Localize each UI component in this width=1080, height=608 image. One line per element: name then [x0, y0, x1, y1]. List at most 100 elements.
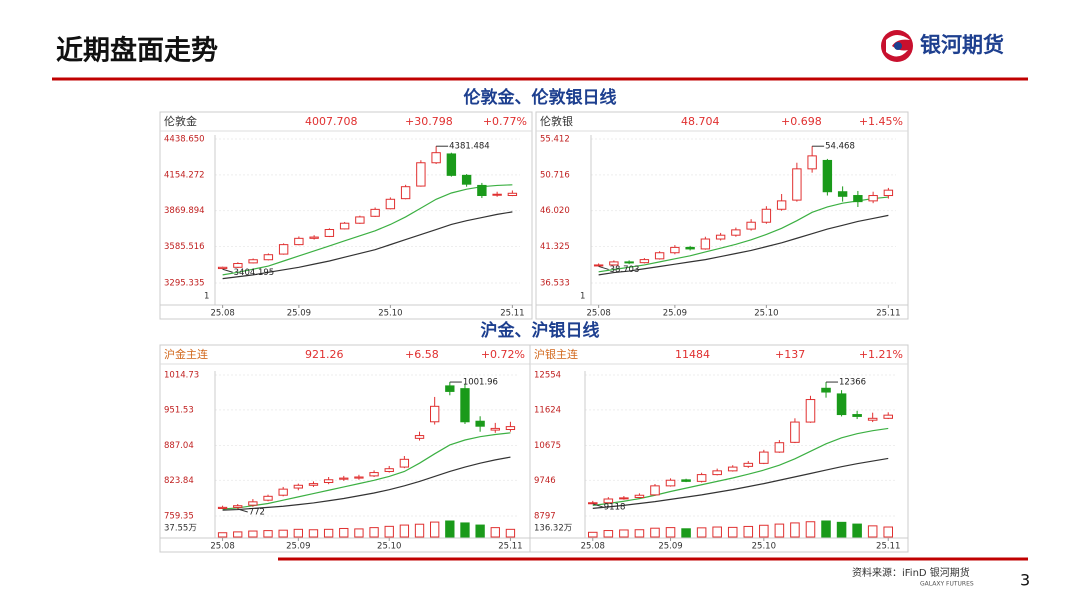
- candle-body: [681, 479, 691, 482]
- min-annotation: 38.703: [610, 265, 640, 275]
- moving-average: [598, 196, 889, 273]
- candle-body: [836, 393, 847, 416]
- volume-bar: [354, 528, 364, 538]
- volume-bar: [505, 528, 516, 538]
- panel-header: 沪银主连: [534, 347, 578, 361]
- y-tick-label: 823.84: [164, 476, 194, 486]
- max-annotation: 12366: [839, 378, 866, 388]
- candle-body: [294, 237, 304, 246]
- x-tick-label: 25.11: [500, 309, 524, 319]
- y-tick-label: 50.716: [540, 170, 570, 180]
- volume-bar: [634, 529, 645, 538]
- volume-bar: [665, 527, 676, 538]
- moving-average: [592, 427, 889, 506]
- candle-body: [670, 246, 680, 254]
- candle-body: [278, 244, 289, 255]
- volume-label: 37.55万: [164, 524, 197, 534]
- volume-bar: [248, 530, 258, 538]
- panel-header: 伦敦金: [164, 114, 197, 128]
- y-tick-label: 41.325: [540, 242, 570, 252]
- candle-body: [430, 405, 440, 423]
- y-tick-label: 1014.73: [164, 371, 199, 381]
- logo-icon: [881, 30, 913, 62]
- x-tick-label: 25.09: [658, 542, 682, 552]
- candle-body: [323, 479, 334, 484]
- candle-body: [355, 216, 365, 224]
- volume-bar: [369, 527, 379, 538]
- panel-header: +137: [775, 348, 805, 361]
- annotation-leader: [592, 503, 603, 508]
- volume-bar: [475, 524, 485, 538]
- candle-body: [384, 468, 394, 472]
- candle-body: [821, 387, 831, 393]
- candle-body: [339, 222, 350, 230]
- annotation-leader: [598, 265, 609, 270]
- candle-body: [774, 442, 785, 453]
- source: 资料来源：iFinD 银河期货: [852, 566, 970, 579]
- x-tick-label: 25.09: [287, 309, 311, 319]
- x-tick-label: 25.08: [581, 542, 605, 552]
- volume-bar: [821, 520, 831, 538]
- candle-body: [490, 427, 500, 431]
- volume-bar: [650, 527, 660, 538]
- panel-header: 48.704: [681, 115, 720, 128]
- panel-frame: [159, 111, 533, 320]
- x-tick-label: 25.08: [210, 542, 234, 552]
- candle-body: [339, 477, 349, 480]
- candle-body: [399, 458, 410, 468]
- candle-body: [460, 388, 470, 423]
- candle-body: [445, 385, 455, 392]
- volume-bar: [384, 525, 394, 538]
- panel-header: 沪金主连: [164, 347, 208, 361]
- volume-bar: [217, 532, 228, 538]
- candle-body: [446, 153, 457, 176]
- candle-body: [587, 502, 598, 505]
- volume-bar: [852, 523, 862, 538]
- candle-body: [370, 208, 380, 217]
- candle-body: [761, 208, 772, 223]
- moving-average: [222, 211, 513, 280]
- volume-label: 1: [580, 292, 585, 302]
- panel-header: +1.45%: [859, 115, 903, 128]
- y-tick-label: 3295.335: [164, 279, 205, 289]
- candle-body: [217, 506, 228, 509]
- candle-body: [792, 168, 802, 201]
- volume-bar: [339, 527, 349, 538]
- moving-average: [598, 214, 889, 276]
- candle-body: [263, 495, 273, 501]
- moving-average: [222, 184, 513, 276]
- volume-bar: [460, 522, 470, 538]
- panel-header: +0.698: [781, 115, 822, 128]
- candle-body: [759, 451, 769, 464]
- candle-body: [385, 198, 396, 210]
- candle-body: [414, 435, 425, 439]
- candle-body: [727, 466, 738, 472]
- candle-body: [475, 420, 485, 427]
- candle-body: [248, 501, 258, 506]
- y-tick-label: 12554: [534, 371, 561, 381]
- candle-body: [807, 155, 817, 170]
- candle-body: [248, 259, 258, 264]
- x-tick-label: 25.10: [752, 542, 776, 552]
- candle-body: [712, 470, 722, 476]
- x-tick-label: 25.09: [663, 309, 687, 319]
- panel-header: 11484: [675, 348, 710, 361]
- y-tick-label: 10675: [534, 441, 561, 451]
- source-en: GALAXY FUTURES: [920, 581, 974, 588]
- annotation-leader: [222, 268, 233, 273]
- candle-body: [853, 195, 863, 203]
- y-tick-label: 3585.516: [164, 242, 205, 252]
- volume-bar: [587, 531, 598, 538]
- candle-body: [654, 252, 665, 260]
- candle-body: [609, 261, 619, 266]
- volume-bar: [233, 531, 243, 538]
- candle-body: [696, 474, 707, 482]
- y-tick-label: 9746: [534, 476, 556, 486]
- candle-body: [324, 229, 335, 237]
- candle-body: [746, 221, 756, 230]
- y-tick-label: 8797: [534, 512, 556, 522]
- volume-bar: [278, 529, 288, 538]
- panel-header: +0.72%: [481, 348, 525, 361]
